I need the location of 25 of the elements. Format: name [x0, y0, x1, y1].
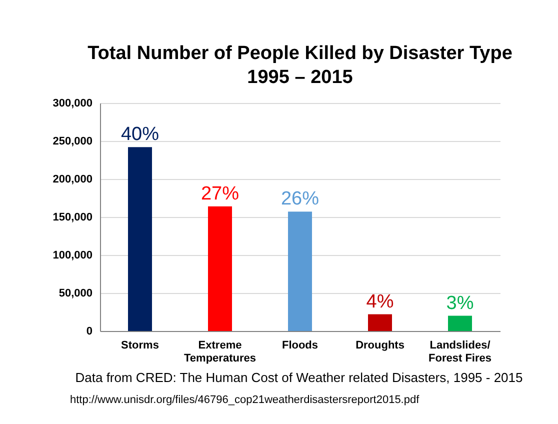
annotation: 26% — [280, 188, 320, 210]
annotation: 27% — [200, 183, 240, 204]
x-tick-label: Extreme Temperatures — [184, 340, 256, 364]
y-tick-label: 50,000 — [58, 288, 92, 300]
bar — [368, 314, 392, 331]
bar — [128, 147, 152, 331]
y-tick-label: 100,000 — [52, 250, 92, 262]
text: Data from CRED: The Human Cost of Weather related Disasters, 1995 - 2015 — [74, 370, 524, 385]
bar — [448, 316, 472, 331]
x-tick-label: Floods — [282, 340, 318, 352]
y-tick-label: 200,000 — [52, 174, 92, 186]
text: http://www.unisdr.org/files/46796_cop21weatherdisastersreport2015.pdf — [70, 394, 420, 406]
y-tick-label: 150,000 — [52, 212, 92, 224]
x-tick-label: Storms — [121, 340, 159, 352]
chart-title: Total Number of People Killed by Disaster Type 1995 – 2015 — [88, 43, 512, 88]
annotation: 4% — [366, 291, 394, 312]
x-tick-label: Droughts — [356, 340, 404, 352]
bar — [208, 206, 232, 331]
annotation: 3% — [446, 292, 474, 314]
y-tick-label: 250,000 — [52, 136, 92, 148]
x-tick-label: Landslides/ Forest Fires — [428, 340, 492, 364]
bar — [288, 212, 312, 331]
y-tick-label: 0 — [86, 326, 92, 338]
y-tick-label: 300,000 — [52, 98, 92, 110]
annotation: 40% — [120, 124, 160, 146]
